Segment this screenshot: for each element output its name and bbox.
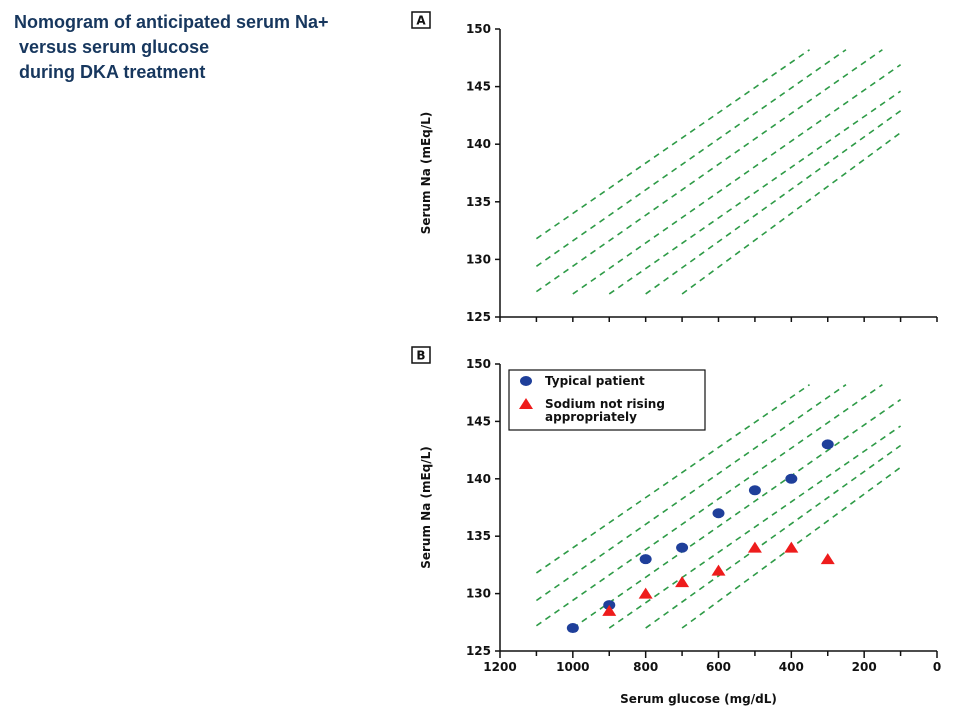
y-tick-label: 150	[466, 22, 491, 36]
y-tick-label: 125	[466, 644, 491, 658]
data-point-typical-patient	[566, 623, 579, 634]
guide-line-3	[535, 384, 883, 627]
x-tick-label: 0	[933, 660, 941, 674]
panel-b: B 125 130 135 140 145 150 1200 1000 800 600 400 200 0…	[411, 346, 941, 706]
y-tick-label: 135	[466, 195, 491, 209]
legend-label-typical-patient: Typical patient	[545, 374, 645, 388]
guide-line-1	[535, 384, 810, 574]
y-axis-title: Serum Na (mEq/L)	[419, 112, 433, 235]
data-point-typical-patient	[712, 508, 725, 519]
guide-line-1	[535, 49, 810, 240]
y-tick-label: 140	[466, 137, 491, 151]
data-point-sodium-not-rising	[820, 553, 835, 565]
legend-marker-sodium-not-rising	[519, 398, 533, 409]
y-tick-label: 145	[466, 80, 491, 94]
data-point-typical-patient	[821, 439, 834, 450]
data-point-typical-patient	[785, 473, 798, 484]
legend-label-sodium-not-rising: appropriately	[545, 410, 637, 424]
panel-letter: A	[416, 14, 426, 28]
guide-line-2	[535, 49, 847, 267]
data-point-typical-patient	[748, 485, 761, 496]
data-point-sodium-not-rising	[711, 564, 726, 576]
guide-line-5	[608, 90, 902, 295]
data-point-sodium-not-rising	[747, 541, 762, 553]
guide-line-7	[681, 132, 902, 295]
data-point-typical-patient	[639, 554, 652, 565]
y-axis-title: Serum Na (mEq/L)	[419, 446, 433, 569]
x-tick-label: 600	[706, 660, 731, 674]
panel-letter: B	[416, 349, 425, 363]
x-tick-label: 200	[852, 660, 877, 674]
title-line-1: Nomogram of anticipated serum Na+	[14, 12, 329, 32]
guide-line-6	[645, 444, 902, 629]
guide-line-3	[535, 49, 883, 293]
guide-line-6	[645, 110, 902, 295]
guide-line-5	[608, 425, 902, 629]
x-tick-label: 1000	[556, 660, 589, 674]
x-tick-label: 800	[633, 660, 658, 674]
data-point-typical-patient	[676, 542, 689, 553]
guide-line-4	[572, 398, 902, 629]
chart-title: Nomogram of anticipated serum Na+ versus…	[14, 10, 329, 85]
y-tick-label: 125	[466, 310, 491, 324]
legend-label-sodium-not-rising: Sodium not rising	[545, 397, 665, 411]
panel-a: A 125 130 135 140 145 150 Serum Na (mEq/L)	[411, 11, 938, 324]
y-tick-label: 145	[466, 414, 491, 428]
title-line-3: during DKA treatment	[14, 62, 206, 82]
x-tick-label: 1200	[483, 660, 516, 674]
y-tick-label: 130	[466, 252, 491, 266]
panel-letter-box	[411, 11, 431, 29]
legend-box	[508, 369, 706, 431]
panel-letter-box	[411, 346, 431, 364]
guide-line-2	[535, 384, 847, 602]
title-line-2: versus serum glucose	[14, 37, 210, 57]
guide-line-4	[572, 64, 902, 295]
data-point-sodium-not-rising	[638, 587, 653, 599]
legend-marker-typical-patient	[520, 376, 532, 386]
y-tick-label: 140	[466, 472, 491, 486]
y-tick-label: 130	[466, 587, 491, 601]
data-point-sodium-not-rising	[602, 604, 617, 616]
data-point-sodium-not-rising	[675, 576, 690, 588]
data-point-sodium-not-rising	[784, 541, 799, 553]
x-axis-title: Serum glucose (mg/dL)	[620, 692, 777, 706]
y-tick-label: 150	[466, 357, 491, 371]
x-tick-label: 400	[779, 660, 804, 674]
y-tick-label: 135	[466, 529, 491, 543]
